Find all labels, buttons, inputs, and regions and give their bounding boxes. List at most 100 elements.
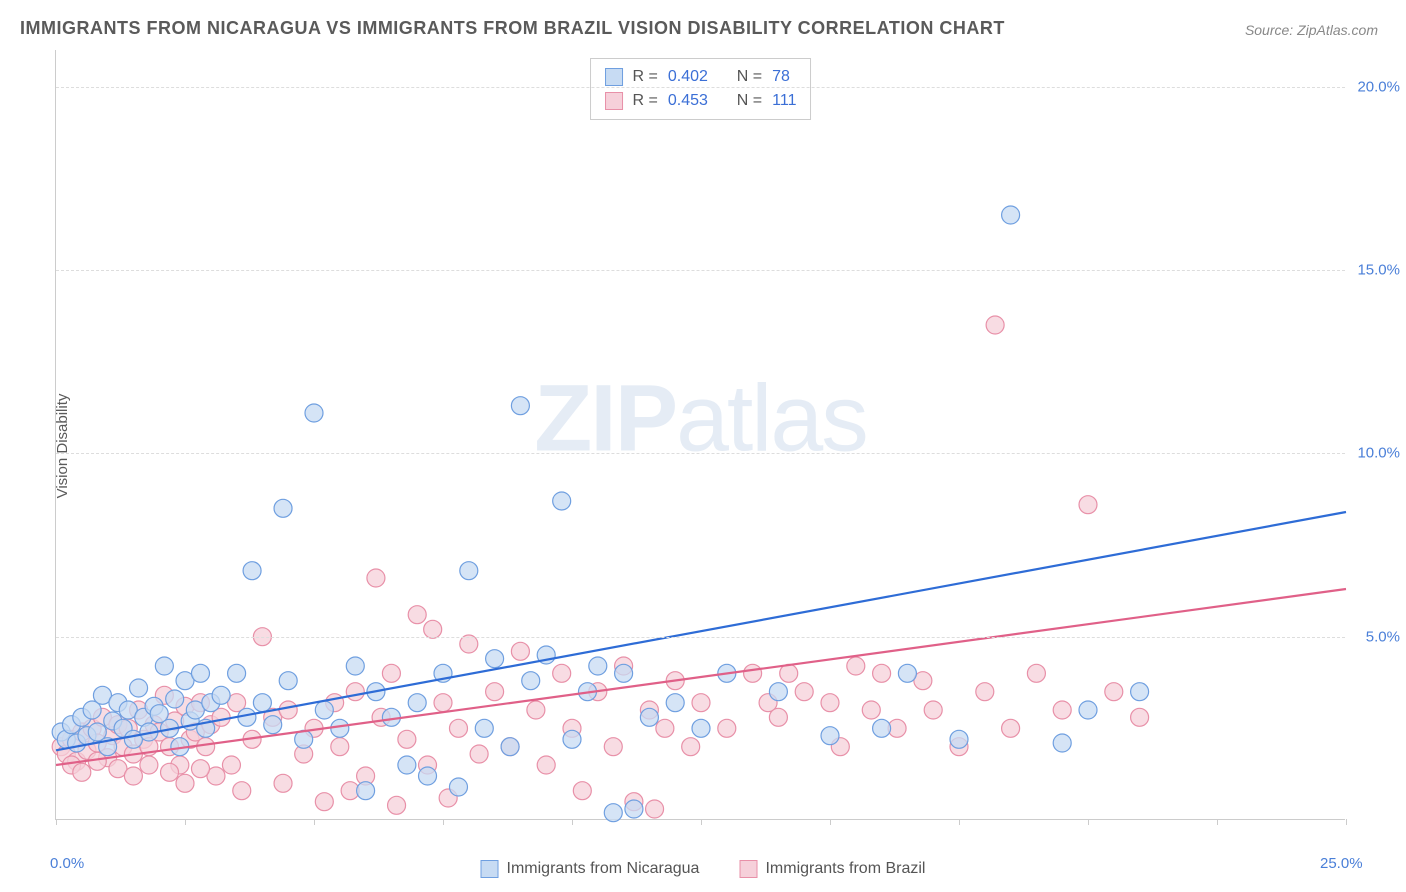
scatter-point	[573, 782, 591, 800]
scatter-point	[176, 774, 194, 792]
scatter-point	[233, 782, 251, 800]
scatter-point	[873, 719, 891, 737]
scatter-point	[357, 782, 375, 800]
scatter-point	[228, 664, 246, 682]
scatter-point	[563, 730, 581, 748]
scatter-point	[718, 719, 736, 737]
scatter-point	[279, 701, 297, 719]
x-tick	[1217, 819, 1218, 825]
scatter-point	[511, 642, 529, 660]
gridline	[56, 270, 1345, 271]
bottom-legend: Immigrants from Nicaragua Immigrants from…	[481, 860, 926, 878]
gridline	[56, 87, 1345, 88]
scatter-point	[449, 778, 467, 796]
gridline	[56, 453, 1345, 454]
scatter-point	[625, 800, 643, 818]
x-tick	[1346, 819, 1347, 825]
scatter-point	[1002, 206, 1020, 224]
scatter-point	[769, 683, 787, 701]
scatter-point	[460, 562, 478, 580]
bottom-legend-item: Immigrants from Nicaragua	[481, 860, 700, 878]
scatter-point	[73, 763, 91, 781]
scatter-point	[434, 694, 452, 712]
scatter-point	[847, 657, 865, 675]
scatter-point	[367, 569, 385, 587]
scatter-point	[924, 701, 942, 719]
scatter-point	[1053, 701, 1071, 719]
scatter-point	[191, 760, 209, 778]
scatter-point	[795, 683, 813, 701]
scatter-point	[346, 657, 364, 675]
scatter-point	[553, 492, 571, 510]
scatter-point	[398, 730, 416, 748]
scatter-point	[130, 679, 148, 697]
scatter-point	[646, 800, 664, 818]
trend-line	[56, 589, 1346, 765]
scatter-point	[522, 672, 540, 690]
x-tick	[314, 819, 315, 825]
scatter-point	[692, 719, 710, 737]
scatter-point	[166, 690, 184, 708]
plot-svg	[56, 50, 1345, 819]
n-value: 111	[772, 89, 796, 113]
scatter-point	[553, 664, 571, 682]
scatter-point	[346, 683, 364, 701]
scatter-point	[1105, 683, 1123, 701]
x-tick	[443, 819, 444, 825]
x-tick	[56, 819, 57, 825]
scatter-point	[1131, 708, 1149, 726]
scatter-point	[315, 793, 333, 811]
scatter-point	[769, 708, 787, 726]
scatter-point	[604, 738, 622, 756]
scatter-point	[656, 719, 674, 737]
scatter-point	[388, 796, 406, 814]
legend-swatch	[605, 92, 623, 110]
scatter-point	[460, 635, 478, 653]
scatter-point	[191, 664, 209, 682]
scatter-point	[222, 756, 240, 774]
scatter-point	[873, 664, 891, 682]
n-label: N =	[737, 89, 762, 113]
x-tick-label-max: 25.0%	[1320, 855, 1363, 872]
scatter-point	[986, 316, 1004, 334]
r-value: 0.402	[668, 65, 708, 89]
gridline	[56, 637, 1345, 638]
scatter-point	[1053, 734, 1071, 752]
x-tick	[1088, 819, 1089, 825]
scatter-point	[408, 606, 426, 624]
scatter-point	[243, 562, 261, 580]
r-value: 0.453	[668, 89, 708, 113]
scatter-point	[976, 683, 994, 701]
legend-swatch	[739, 860, 757, 878]
scatter-point	[315, 701, 333, 719]
source-attribution: Source: ZipAtlas.com	[1245, 22, 1378, 38]
n-value: 78	[772, 65, 790, 89]
scatter-point	[1027, 664, 1045, 682]
scatter-point	[744, 664, 762, 682]
x-tick	[830, 819, 831, 825]
scatter-point	[501, 738, 519, 756]
y-tick-label: 10.0%	[1357, 445, 1400, 462]
scatter-point	[527, 701, 545, 719]
scatter-point	[589, 657, 607, 675]
scatter-point	[331, 719, 349, 737]
scatter-point	[666, 694, 684, 712]
chart-title: IMMIGRANTS FROM NICARAGUA VS IMMIGRANTS …	[20, 18, 1005, 39]
legend-label: Immigrants from Nicaragua	[507, 860, 700, 878]
legend-swatch	[605, 68, 623, 86]
scatter-point	[197, 738, 215, 756]
plot-area: ZIPatlas R =0.402 N =78R =0.453 N =111 5…	[55, 50, 1345, 820]
scatter-point	[161, 763, 179, 781]
y-tick-label: 15.0%	[1357, 262, 1400, 279]
scatter-point	[449, 719, 467, 737]
stat-legend: R =0.402 N =78R =0.453 N =111	[590, 58, 812, 120]
scatter-point	[1002, 719, 1020, 737]
scatter-point	[264, 716, 282, 734]
bottom-legend-item: Immigrants from Brazil	[739, 860, 925, 878]
scatter-point	[615, 664, 633, 682]
scatter-point	[470, 745, 488, 763]
scatter-point	[537, 756, 555, 774]
scatter-point	[253, 694, 271, 712]
y-tick-label: 5.0%	[1366, 628, 1400, 645]
scatter-point	[279, 672, 297, 690]
